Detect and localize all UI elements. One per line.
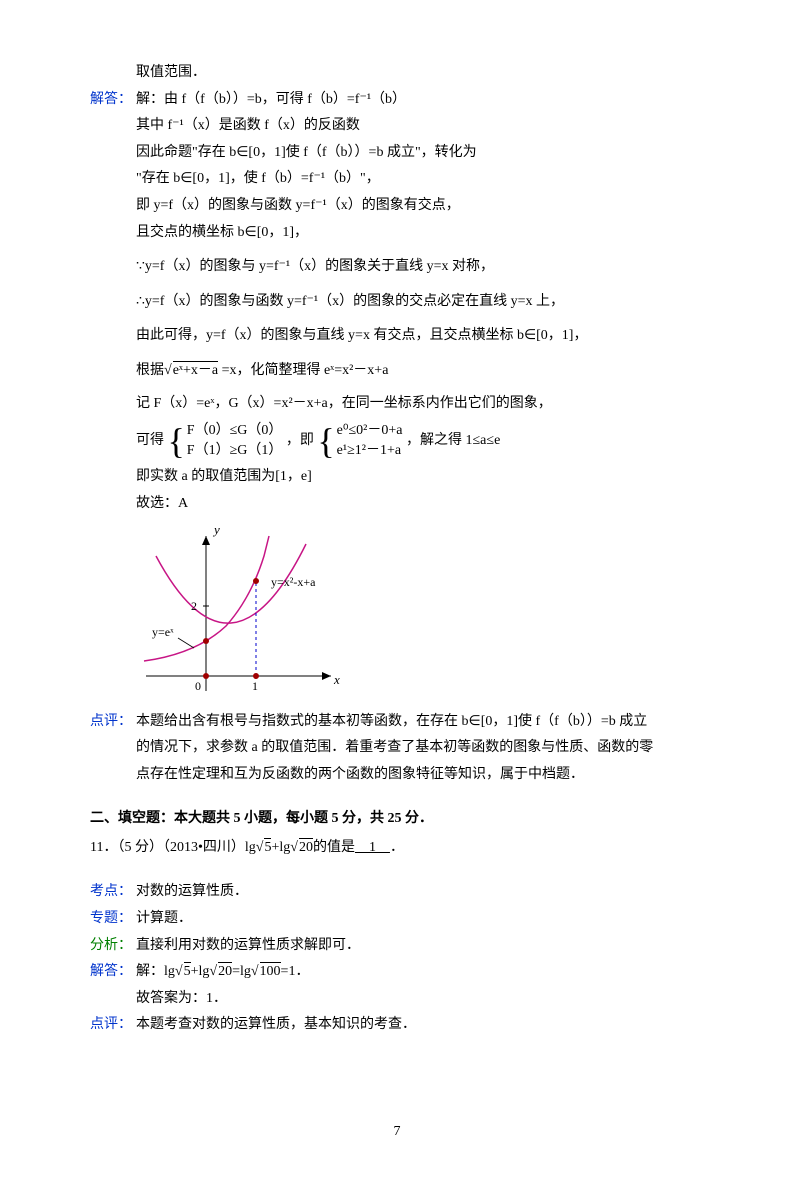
zhuanti-row: 专题： 计算题． [90,906,704,933]
dianping-label: 点评： [90,709,136,736]
jieda-block: 解答： 解：由 f（f（b））=b，可得 f（b）=f⁻¹（b） 其中 f⁻¹（… [90,87,704,518]
dianping2-row: 点评： 本题考查对数的运算性质，基本知识的考查． [90,1012,704,1039]
jieda-l11: 记 F（x）=eˣ，G（x）=x²－x+a，在同一坐标系内作出它们的图象， [136,391,587,418]
radical-icon [290,840,298,855]
j2b: +lg [191,964,210,979]
jieda-l12c: ，解之得 1≤a≤e [406,433,500,448]
j2r3: 100 [260,962,281,979]
graph-svg: y x 2 0 1 y=x²-x+a y=eˣ [136,526,346,701]
dianping2-text: 本题考查对数的运算性质，基本知识的考查． [136,1012,416,1039]
jieda2-row: 解答： 解：lg 5+lg 20=lg 100=1． 故答案为：1． [90,959,704,1012]
fenxi-row: 分析： 直接利用对数的运算性质求解即可． [90,933,704,960]
radical-icon [251,964,259,979]
q11-r2: 20 [299,838,313,855]
svg-text:y=eˣ: y=eˣ [152,625,174,639]
jieda2-l1: 解：lg 5+lg 20=lg 100=1． [136,959,309,986]
intro-tail: 取值范围． [136,60,704,87]
jieda-l2: 其中 f⁻¹（x）是函数 f（x）的反函数 [136,113,587,140]
q11-d: ． [390,840,404,855]
sys1-top: F（0）≤G（0） [187,421,283,441]
dianping-l2: 的情况下，求参数 a 的取值范围．着重考查了基本初等函数的图象与性质、函数的零 [136,735,653,762]
sys2-bot: e¹≥1²－1+a [337,441,403,461]
page-number: 7 [90,1119,704,1146]
radical-icon [209,964,217,979]
jieda-l9: 由此可得，y=f（x）的图象与直线 y=x 有交点，且交点横坐标 b∈[0，1]… [136,323,587,350]
svg-text:x: x [333,672,340,687]
j2r2: 20 [218,962,232,979]
jieda-l1: 解：由 f（f（b））=b，可得 f（b）=f⁻¹（b） [136,87,587,114]
brace-system-2: { e⁰≤0²－0+a e¹≥1²－1+a [317,421,402,460]
brace-system-1: { F（0）≤G（0） F（1）≥G（1） [168,421,283,460]
q11-c: 的值是 [313,840,355,855]
svg-text:0: 0 [195,679,201,693]
j2d: =1． [281,964,310,979]
jieda-l12a: 可得 [136,433,164,448]
zhuanti-label: 专题： [90,906,136,933]
zhuanti-text: 计算题． [136,906,192,933]
jieda-l8: ∴y=f（x）的图象与函数 y=f⁻¹（x）的图象的交点必定在直线 y=x 上， [136,289,587,316]
dianping-l1: 本题给出含有根号与指数式的基本初等函数，在存在 b∈[0，1]使 f（f（b））… [136,709,653,736]
brace-icon: { [168,423,185,459]
fenxi-text: 直接利用对数的运算性质求解即可． [136,933,360,960]
jieda-l14: 故选：A [136,491,587,518]
jieda-l4: "存在 b∈[0，1]，使 f（b）=f⁻¹（b）"， [136,166,587,193]
jieda2-l2: 故答案为：1． [136,986,309,1013]
dianping-l3: 点存在性定理和互为反函数的两个函数的图象特征等知识，属于中档题． [136,762,653,789]
j2r1: 5 [184,962,191,979]
fenxi-label: 分析： [90,933,136,960]
jieda-l5: 即 y=f（x）的图象与函数 y=f⁻¹（x）的图象有交点， [136,193,587,220]
svg-text:y: y [212,526,220,537]
jieda-l10: 根据 eˣ+x－a =x，化简整理得 eˣ=x²－x+a [136,358,587,385]
svg-text:2: 2 [191,599,197,613]
jieda-l12b: ，即 [286,433,314,448]
q11-a: 11．（5 分）（2013•四川）lg [90,840,256,855]
dianping2-label: 点评： [90,1012,136,1039]
svg-text:y=x²-x+a: y=x²-x+a [271,575,316,589]
q11-answer: 1 [355,840,390,855]
radical-icon [175,964,183,979]
sys2-top: e⁰≤0²－0+a [337,421,403,441]
jieda-l6: 且交点的横坐标 b∈[0，1]， [136,220,587,247]
jieda2-body: 解：lg 5+lg 20=lg 100=1． 故答案为：1． [136,959,309,1012]
kaodian-row: 考点： 对数的运算性质． [90,879,704,906]
radical-icon [256,840,264,855]
jieda-label: 解答： [90,87,136,114]
q11-b: +lg [271,840,290,855]
kaodian-label: 考点： [90,879,136,906]
jieda-l13: 即实数 a 的取值范围为[1，e] [136,464,587,491]
kaodian-text: 对数的运算性质． [136,879,248,906]
svg-text:1: 1 [252,679,258,693]
j2a: 解：lg [136,964,175,979]
q11: 11．（5 分）（2013•四川）lg5+lg20的值是 1 ． [90,835,704,862]
brace-icon: { [317,423,334,459]
dianping-block: 点评： 本题给出含有根号与指数式的基本初等函数，在存在 b∈[0，1]使 f（f… [90,709,704,789]
j2c: =lg [232,964,251,979]
jieda-l12: 可得 { F（0）≤G（0） F（1）≥G（1） ，即 { e⁰≤0²－0+a … [136,421,587,460]
jieda-l7: ∵y=f（x）的图象与 y=f⁻¹（x）的图象关于直线 y=x 对称， [136,254,587,281]
section-2-title: 二、填空题：本大题共 5 小题，每小题 5 分，共 25 分． [90,806,704,833]
jieda-l3: 因此命题"存在 b∈[0，1]使 f（f（b））=b 成立"，转化为 [136,140,587,167]
jieda-l10a: 根据 [136,363,164,378]
jieda-body: 解：由 f（f（b））=b，可得 f（b）=f⁻¹（b） 其中 f⁻¹（x）是函… [136,87,587,518]
graph-figure: y x 2 0 1 y=x²-x+a y=eˣ [136,526,704,701]
jieda-l10b: =x，化简整理得 eˣ=x²－x+a [218,363,388,378]
jieda-l10-root: eˣ+x－a [173,361,218,378]
dianping-body: 本题给出含有根号与指数式的基本初等函数，在存在 b∈[0，1]使 f（f（b））… [136,709,653,789]
jieda2-label: 解答： [90,959,136,986]
sys1-bot: F（1）≥G（1） [187,441,283,461]
radical-icon [164,363,172,378]
